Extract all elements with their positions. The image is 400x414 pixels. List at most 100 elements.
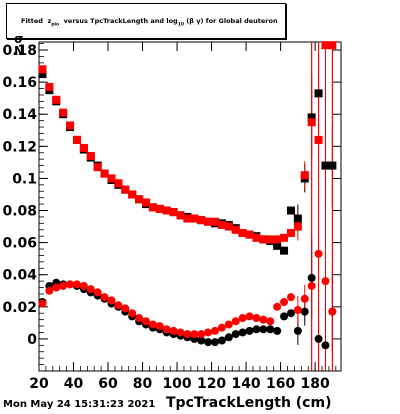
data-point-square — [107, 174, 116, 183]
data-point-circle — [321, 277, 330, 286]
data-point-circle — [211, 326, 220, 335]
data-point-circle — [273, 326, 282, 335]
data-point-square — [38, 65, 47, 74]
data-point-circle — [300, 307, 309, 316]
data-point-square — [72, 135, 81, 144]
data-point-circle — [280, 312, 289, 321]
data-point-square — [280, 233, 289, 242]
data-point-circle — [135, 314, 144, 323]
data-point-circle — [280, 297, 289, 306]
data-markers — [38, 41, 337, 350]
data-point-square — [321, 161, 330, 170]
data-point-square — [293, 222, 302, 231]
y-tick-label: 0.12 — [2, 139, 37, 155]
data-point-square — [300, 171, 309, 180]
data-point-circle — [328, 307, 337, 316]
data-point-circle — [252, 314, 261, 323]
data-point-circle — [197, 336, 206, 345]
data-point-square — [259, 235, 268, 244]
data-point-circle — [79, 281, 88, 290]
data-point-circle — [252, 325, 261, 334]
y-tick-label: 0.06 — [2, 236, 37, 252]
chart-title: Fitted zpio versus TpcTrackLength and lo… — [21, 17, 278, 28]
data-point-circle — [38, 299, 47, 308]
data-point-circle — [190, 330, 199, 339]
data-point-square — [231, 225, 240, 234]
data-point-square — [141, 198, 150, 207]
data-point-circle — [224, 320, 233, 329]
data-point-circle — [86, 285, 95, 294]
data-point-square — [286, 206, 295, 215]
data-point-square — [307, 113, 316, 122]
data-point-circle — [148, 320, 157, 329]
y-tick-label: 0.18 — [2, 43, 37, 59]
data-point-square — [286, 228, 295, 237]
data-point-circle — [307, 273, 316, 282]
data-point-square — [121, 185, 130, 194]
data-point-square — [66, 121, 75, 130]
data-point-square — [135, 195, 144, 204]
data-point-circle — [211, 338, 220, 347]
y-tick-label: 0.02 — [2, 300, 37, 316]
data-point-circle — [321, 341, 330, 350]
data-point-circle — [45, 286, 54, 295]
data-point-square — [52, 95, 61, 104]
data-point-circle — [155, 322, 164, 331]
data-point-square — [252, 233, 261, 242]
data-point-square — [328, 161, 337, 170]
data-point-square — [293, 214, 302, 223]
data-point-circle — [286, 309, 295, 318]
data-point-square — [273, 235, 282, 244]
data-point-circle — [197, 330, 206, 339]
data-point-circle — [231, 317, 240, 326]
x-tick-labels: 20 40 60 80 100 120 140 160 180 — [29, 376, 330, 392]
x-axis-title: TpcTrackLength (cm) — [166, 395, 332, 411]
data-point-circle — [217, 336, 226, 345]
data-point-circle — [224, 333, 233, 342]
x-tick-label: 40 — [64, 376, 84, 392]
data-point-square — [190, 214, 199, 223]
data-point-circle — [204, 338, 213, 347]
data-point-square — [59, 108, 68, 117]
data-point-circle — [169, 326, 178, 335]
data-point-square — [169, 208, 178, 217]
data-point-circle — [259, 315, 268, 324]
data-point-square — [273, 241, 282, 250]
data-point-circle — [231, 330, 240, 339]
x-tick-label: 80 — [133, 376, 153, 392]
plot-frame — [38, 41, 342, 372]
data-point-square — [280, 246, 289, 255]
data-point-square — [217, 220, 226, 229]
data-point-circle — [100, 293, 109, 302]
title-box: Fitted zpio versus TpcTrackLength and lo… — [6, 3, 286, 39]
y-tick-labels: 0 0.02 0.04 0.06 0.08 0.1 0.12 0.14 0.16 0.18 — [2, 43, 37, 348]
data-point-circle — [273, 302, 282, 311]
data-point-square — [162, 206, 171, 215]
data-point-square — [86, 151, 95, 160]
y-tick-label: 0.14 — [2, 107, 37, 123]
data-point-circle — [52, 283, 61, 292]
data-point-circle — [266, 317, 275, 326]
data-point-circle — [300, 294, 309, 303]
data-point-square — [314, 89, 323, 98]
data-point-circle — [259, 325, 268, 334]
data-point-circle — [121, 304, 130, 313]
x-tick-label: 140 — [231, 376, 260, 392]
data-point-square — [211, 217, 220, 226]
error-bars — [41, 42, 333, 371]
data-point-square — [148, 203, 157, 212]
data-point-circle — [162, 325, 171, 334]
data-point-square — [38, 70, 47, 79]
y-axis-corner-label: σ N — [14, 32, 25, 58]
data-point-square — [204, 217, 213, 226]
data-point-circle — [217, 323, 226, 332]
data-point-square — [100, 169, 109, 178]
data-point-square — [266, 235, 275, 244]
axis-ticks — [38, 42, 341, 372]
data-point-square — [307, 118, 316, 127]
x-tick-label: 60 — [98, 376, 118, 392]
y-tick-label: 0.16 — [2, 75, 37, 91]
plot-area-border — [38, 41, 342, 372]
data-point-circle — [245, 312, 254, 321]
